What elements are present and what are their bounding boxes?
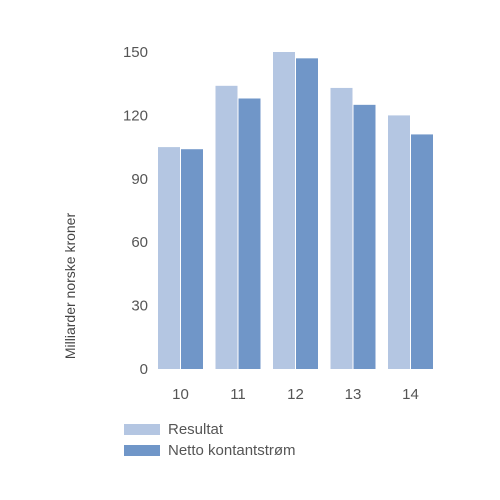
legend-swatch-resultat xyxy=(124,424,160,435)
x-tick-label: 14 xyxy=(402,386,419,403)
y-tick-label: 90 xyxy=(131,171,148,188)
y-tick-label: 30 xyxy=(131,298,148,315)
x-tick-label: 10 xyxy=(172,386,189,403)
bar-netto-kontantstrom-10 xyxy=(181,149,203,369)
y-tick-label: 60 xyxy=(131,234,148,251)
y-tick-label: 0 xyxy=(140,361,148,378)
bar-resultat-11 xyxy=(215,85,238,370)
y-axis-label: Milliarder norske kroner xyxy=(62,213,78,360)
bar-netto-kontantstrom-11 xyxy=(238,98,261,369)
y-tick-label: 120 xyxy=(123,107,148,124)
legend-swatch-netto-kontantstrom xyxy=(124,445,160,456)
legend-label-resultat: Resultat xyxy=(168,421,224,438)
x-tick-label: 11 xyxy=(230,386,246,403)
y-tick-label: 150 xyxy=(123,44,148,61)
bar-netto-kontantstrom-12 xyxy=(296,58,318,370)
bar-netto-kontantstrom-14 xyxy=(411,134,433,369)
bar-resultat-13 xyxy=(330,87,353,369)
bar-resultat-14 xyxy=(388,115,410,370)
legend-label-netto-kontantstrom: Netto kontantstrøm xyxy=(168,442,296,459)
bar-resultat-12 xyxy=(273,52,295,369)
legend: Resultat Netto kontantstrøm xyxy=(124,419,296,461)
x-tick-label: 12 xyxy=(287,386,304,403)
bar-resultat-10 xyxy=(158,147,180,369)
bar-netto-kontantstrom-13 xyxy=(353,104,376,369)
legend-item-resultat: Resultat xyxy=(124,419,296,440)
x-tick-label: 13 xyxy=(345,386,362,403)
legend-item-netto-kontantstrom: Netto kontantstrøm xyxy=(124,440,296,461)
